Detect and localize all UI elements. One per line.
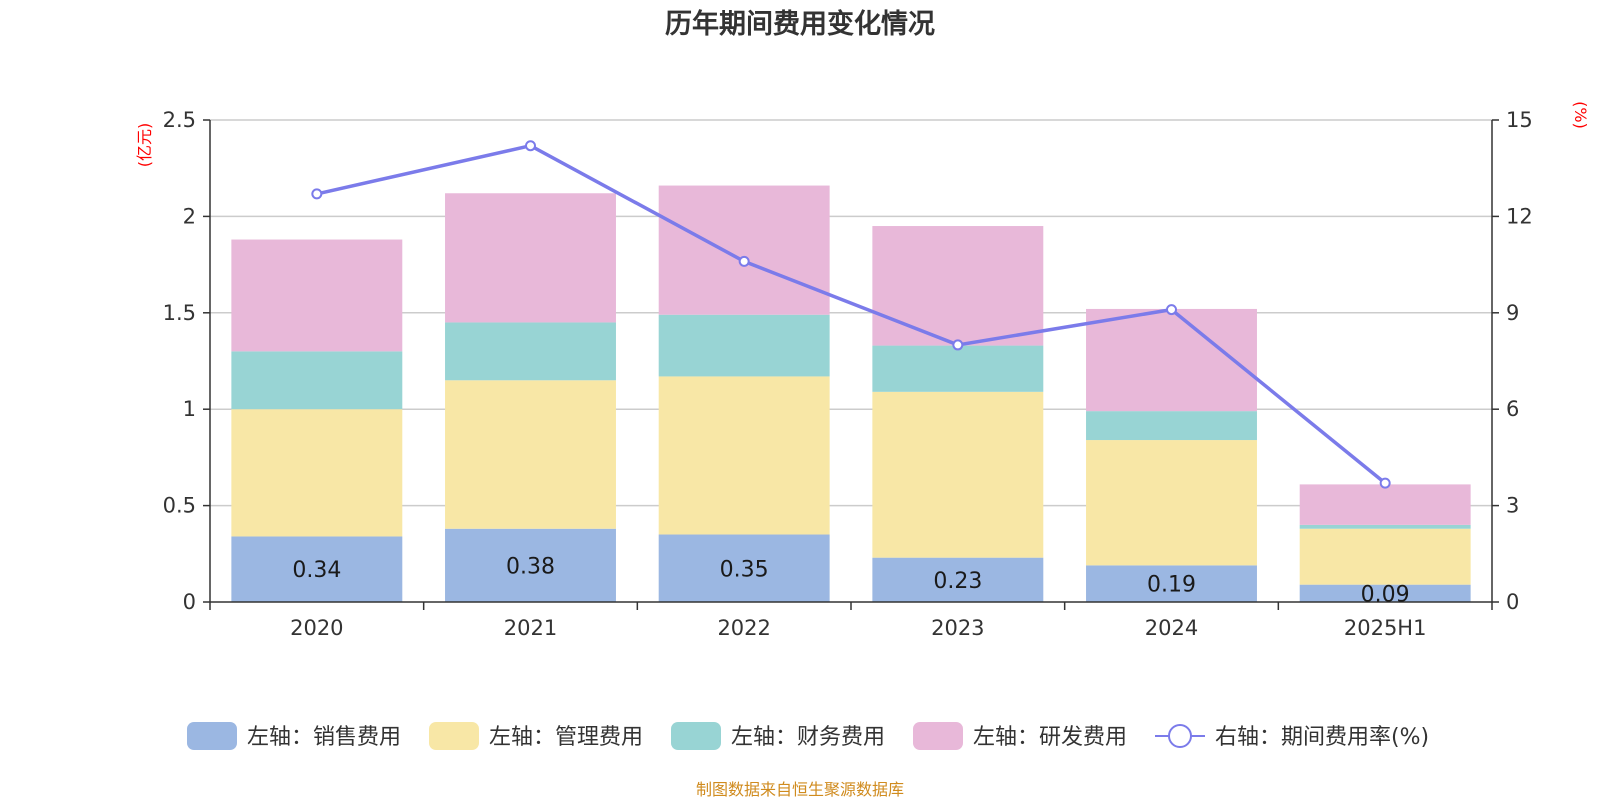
- bar-data-label: 0.38: [506, 554, 555, 579]
- bar-segment: [445, 322, 616, 381]
- axes: [203, 119, 1499, 610]
- bar-data-label: 0.19: [1147, 573, 1196, 598]
- bar-segment: [1086, 440, 1257, 566]
- left-axis-ticks: 0 0.5 1 1.5 2 2.5: [163, 108, 196, 614]
- left-tick-label: 2.5: [163, 108, 196, 132]
- left-tick-label: 2: [183, 204, 196, 228]
- bar-segment: [1299, 524, 1471, 529]
- x-tick-label: 2021: [504, 616, 557, 640]
- x-tick-label: 2025H1: [1344, 616, 1427, 640]
- legend-label: 右轴：期间费用率(%): [1215, 725, 1429, 750]
- right-tick-label: 15: [1506, 108, 1533, 132]
- bar-segment: [1299, 584, 1471, 602]
- bar-segment: [658, 376, 830, 535]
- source-note: 制图数据来自恒生聚源数据库: [696, 780, 904, 799]
- legend-swatch: [429, 722, 479, 750]
- bar-data-label: 0.35: [720, 557, 769, 582]
- bar-segment: [231, 239, 403, 352]
- bar-segment: [872, 345, 1044, 392]
- left-tick-label: 0.5: [163, 494, 196, 518]
- legend-swatch: [671, 722, 721, 750]
- rate-point: [952, 339, 964, 351]
- right-tick-label: 3: [1506, 494, 1519, 518]
- bar-segment: [445, 193, 616, 323]
- rate-line: [311, 140, 1391, 489]
- right-axis-ticks: 0 3 6 9 12 15: [1506, 108, 1533, 614]
- grid-lines: [210, 119, 1492, 507]
- bar-segment: [658, 185, 830, 315]
- x-tick-label: 2024: [1145, 616, 1198, 640]
- bar-segment: [445, 380, 616, 529]
- bar-segment: [1299, 528, 1471, 585]
- legend-label: 左轴：财务费用: [731, 725, 885, 750]
- bar-segment: [658, 534, 830, 602]
- x-tick-label: 2022: [717, 616, 770, 640]
- bar-segment: [872, 557, 1044, 602]
- left-axis-unit: (亿元): [135, 123, 154, 168]
- bar-data-label: 0.34: [292, 558, 341, 583]
- rate-point: [525, 140, 536, 152]
- bars: [231, 185, 1471, 602]
- chart-title: 历年期间费用变化情况: [665, 8, 935, 40]
- rate-point: [1166, 304, 1177, 316]
- bar-segment: [231, 536, 403, 602]
- rate-point: [738, 255, 750, 267]
- legend-label: 左轴：销售费用: [247, 725, 401, 750]
- legend-label: 左轴：研发费用: [973, 725, 1127, 750]
- data-labels: 0.34 0.38 0.35 0.23 0.19 0.09: [292, 554, 1409, 607]
- bar-segment: [1086, 565, 1257, 602]
- left-tick-label: 0: [183, 590, 196, 614]
- x-axis-ticks: 2020 2021 2022 2023 2024 2025H1: [290, 616, 1426, 640]
- legend: 左轴：销售费用 左轴：管理费用 左轴：财务费用 左轴：研发费用 右轴：期间费用率(%): [187, 722, 1429, 750]
- x-tick-label: 2020: [290, 616, 343, 640]
- bar-data-label: 0.09: [1361, 582, 1410, 607]
- legend-label: 左轴：管理费用: [489, 725, 643, 750]
- rate-point: [1379, 477, 1391, 489]
- bar-segment: [231, 409, 403, 537]
- bar-segment: [872, 226, 1044, 346]
- right-tick-label: 12: [1506, 204, 1533, 228]
- bar-segment: [445, 528, 616, 602]
- bar-data-label: 0.23: [933, 569, 982, 594]
- bar-segment: [872, 391, 1044, 558]
- right-tick-label: 0: [1506, 590, 1519, 614]
- right-axis-unit: (%): [1571, 101, 1590, 129]
- bar-segment: [1086, 411, 1257, 441]
- bar-segment: [1299, 484, 1471, 525]
- bar-segment: [231, 351, 403, 410]
- legend-marker: [1168, 724, 1192, 748]
- left-tick-label: 1.5: [163, 301, 196, 325]
- right-tick-label: 9: [1506, 301, 1519, 325]
- rate-point: [311, 188, 323, 200]
- rate-polyline: [316, 143, 1387, 485]
- legend-swatch: [187, 722, 237, 750]
- right-tick-label: 6: [1506, 397, 1519, 421]
- bar-segment: [1086, 308, 1257, 412]
- legend-swatch: [913, 722, 963, 750]
- bar-segment: [658, 314, 830, 377]
- left-tick-label: 1: [183, 397, 196, 421]
- x-tick-label: 2023: [931, 616, 984, 640]
